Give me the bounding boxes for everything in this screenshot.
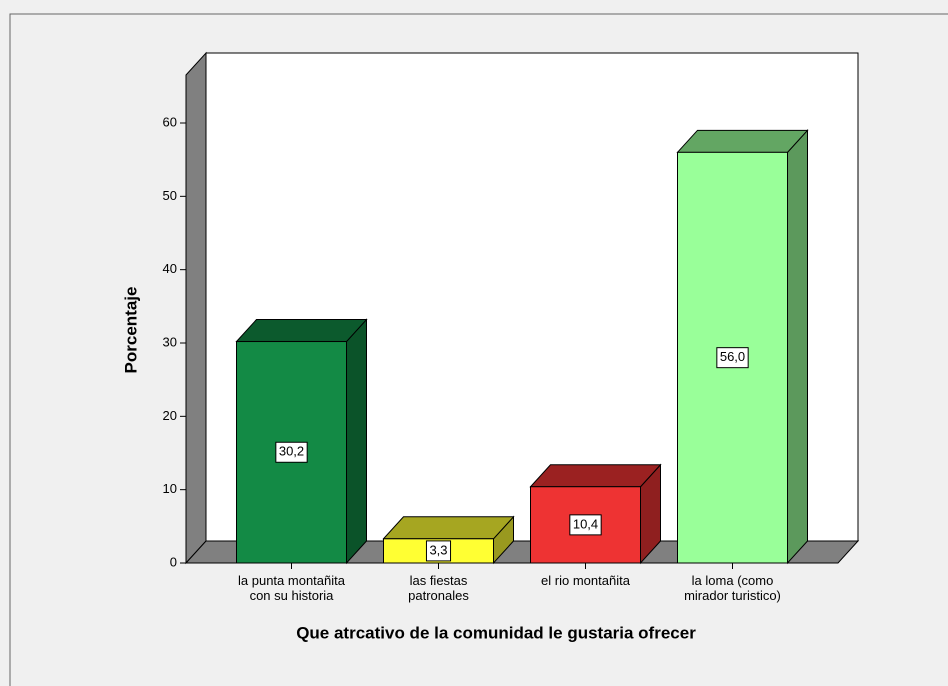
x-axis-label: Que atrcativo de la comunidad le gustari… — [296, 623, 696, 642]
bar-top — [529, 464, 662, 488]
bar-side — [787, 129, 808, 565]
x-tick-label: el rio montañita — [541, 573, 630, 588]
x-tick-label: las fiestas patronales — [408, 573, 469, 603]
value-label: 10,4 — [573, 516, 598, 531]
y-tick-label: 30 — [163, 334, 177, 349]
left-wall — [185, 51, 207, 565]
value-label-box — [569, 514, 602, 536]
value-label: 56,0 — [720, 349, 745, 364]
value-label-box — [275, 441, 308, 463]
bar-top — [382, 516, 515, 540]
y-tick-label: 10 — [163, 481, 177, 496]
y-tick-label: 20 — [163, 408, 177, 423]
x-tick-label: la punta montañita con su historia — [238, 573, 345, 603]
y-tick-label: 0 — [170, 554, 177, 569]
y-tick-label: 60 — [163, 114, 177, 129]
bar-side — [346, 318, 367, 565]
value-label-box — [425, 540, 452, 562]
bar-top — [676, 129, 809, 153]
x-tick-label: la loma (como mirador turistico) — [684, 573, 781, 603]
y-tick-label: 50 — [163, 188, 177, 203]
value-label: 30,2 — [279, 444, 304, 459]
value-label-box — [716, 347, 749, 369]
y-tick-label: 40 — [163, 261, 177, 276]
bar-top — [235, 319, 368, 343]
value-label: 3,3 — [429, 542, 447, 557]
y-axis-label: Porcentaje — [121, 287, 140, 374]
